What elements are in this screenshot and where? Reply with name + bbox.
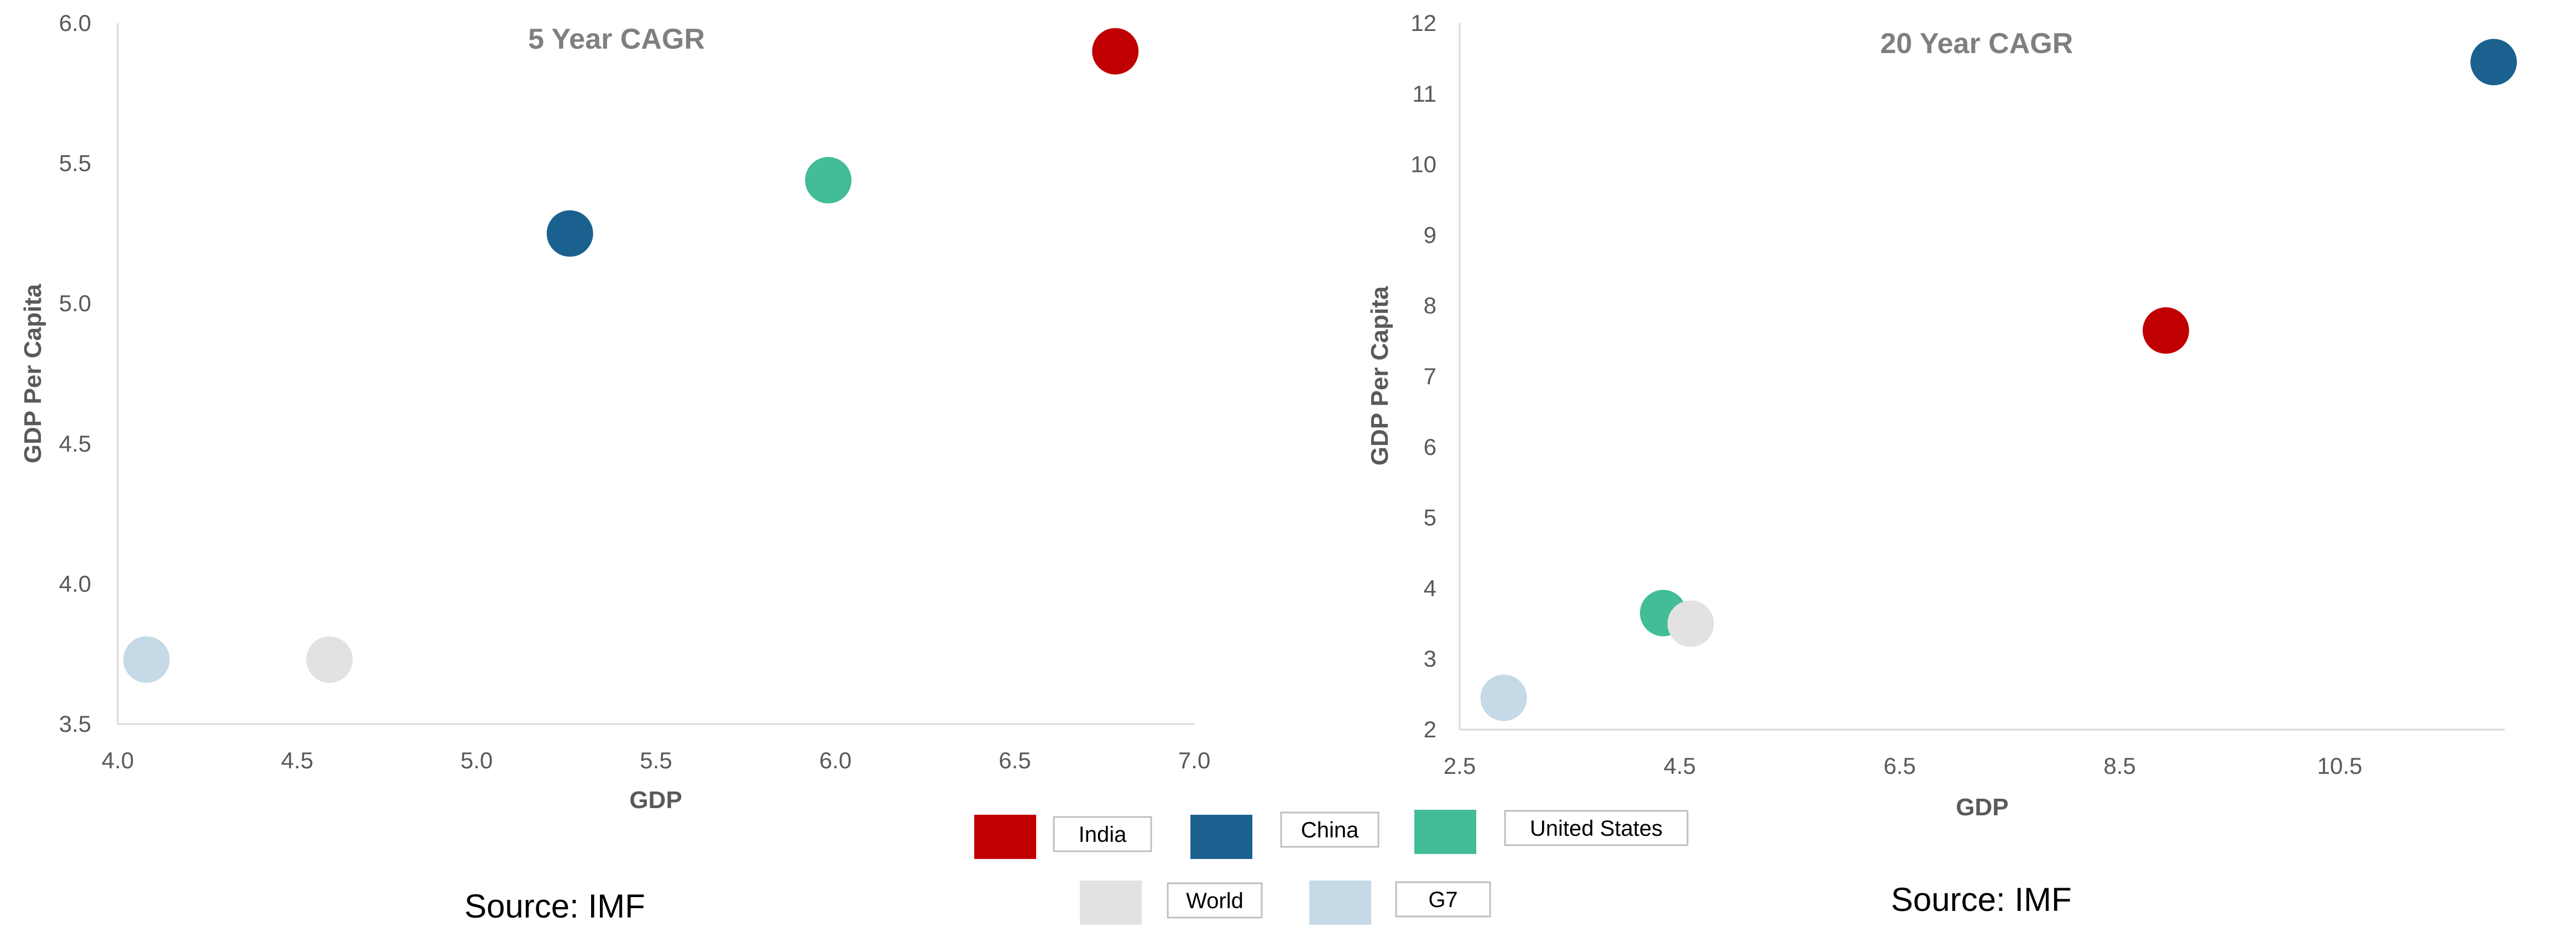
x-axis-title: GDP: [629, 787, 682, 814]
x-tick-label: 4.5: [281, 747, 313, 773]
legend-label-g7: G7: [1428, 888, 1457, 912]
x-tick-label: 5.5: [640, 747, 672, 773]
x-tick-label: 6.5: [1884, 753, 1916, 779]
point-g7: [1480, 674, 1527, 721]
point-united-states: [805, 157, 852, 204]
y-tick-label: 11: [1412, 81, 1436, 107]
x-tick-label: 5.0: [461, 747, 493, 773]
point-world: [1667, 600, 1714, 647]
legend-swatch-g7: [1309, 881, 1371, 925]
point-china: [2470, 39, 2517, 86]
x-tick-label: 6.5: [999, 747, 1031, 773]
x-axis-title: GDP: [1956, 794, 2008, 821]
legend-swatch-india: [974, 815, 1036, 859]
chart-title: 5 Year CAGR: [528, 23, 705, 55]
y-tick-label: 5.5: [59, 150, 91, 176]
x-tick-label: 6.0: [819, 747, 851, 773]
legend-box-united-states: [1504, 810, 1689, 846]
point-world: [306, 636, 353, 683]
y-tick-label: 5: [1424, 505, 1436, 531]
y-tick-label: 6.0: [59, 10, 91, 36]
y-tick-label: 7: [1424, 363, 1436, 389]
point-china: [546, 210, 593, 257]
y-tick-label: 6: [1424, 434, 1436, 460]
x-tick-label: 8.5: [2103, 753, 2135, 779]
y-tick-label: 2: [1424, 716, 1436, 742]
legend-box-india: [1053, 816, 1152, 852]
source-note-left: Source: IMF: [464, 888, 645, 925]
y-axis-title: GDP Per Capita: [1366, 286, 1393, 465]
y-tick-label: 10: [1410, 151, 1436, 177]
y-tick-label: 3.5: [59, 711, 91, 737]
y-tick-label: 8: [1424, 292, 1436, 318]
legend: India China United States World G7: [974, 810, 1689, 925]
chart-5-year-cagr: 5 Year CAGR 4.0 4.5 5.0 5.5 6.0 6.5 7.0 3.5 4.0 4.…: [19, 10, 1210, 814]
y-tick-label: 4.5: [59, 431, 91, 457]
y-tick-label: 4.0: [59, 570, 91, 596]
y-tick-label: 3: [1424, 646, 1436, 672]
y-axis-title: GDP Per Capita: [19, 284, 46, 463]
x-tick-label: 10.5: [2317, 753, 2363, 779]
x-tick-label: 7.0: [1178, 747, 1210, 773]
x-tick-label: 4.5: [1664, 753, 1696, 779]
legend-swatch-china: [1190, 815, 1252, 859]
legend-label-china: China: [1301, 818, 1359, 842]
y-tick-label: 9: [1424, 222, 1436, 248]
legend-label-world: World: [1186, 889, 1243, 913]
point-india: [2143, 307, 2190, 354]
chart-20-year-cagr: 20 Year CAGR 2.5 4.5 6.5 8.5 10.5 2 3 4 5 6 7 8 9 10 11…: [1366, 10, 2517, 821]
legend-box-world: [1167, 882, 1263, 919]
y-tick-label: 12: [1410, 10, 1436, 36]
legend-swatch-world: [1080, 881, 1142, 925]
point-g7: [123, 636, 170, 683]
legend-swatch-united-states: [1414, 810, 1476, 854]
legend-box-g7: [1395, 881, 1491, 918]
legend-box-china: [1280, 811, 1380, 848]
y-tick-label: 4: [1424, 575, 1436, 601]
legend-label-united-states: United States: [1530, 816, 1663, 841]
x-tick-label: 4.0: [102, 747, 134, 773]
legend-label-india: India: [1079, 822, 1127, 847]
point-india: [1092, 28, 1139, 75]
chart-title: 20 Year CAGR: [1880, 28, 2073, 60]
x-tick-label: 2.5: [1444, 753, 1476, 779]
source-note-right: Source: IMF: [1891, 881, 2072, 918]
y-tick-label: 5.0: [59, 290, 91, 316]
